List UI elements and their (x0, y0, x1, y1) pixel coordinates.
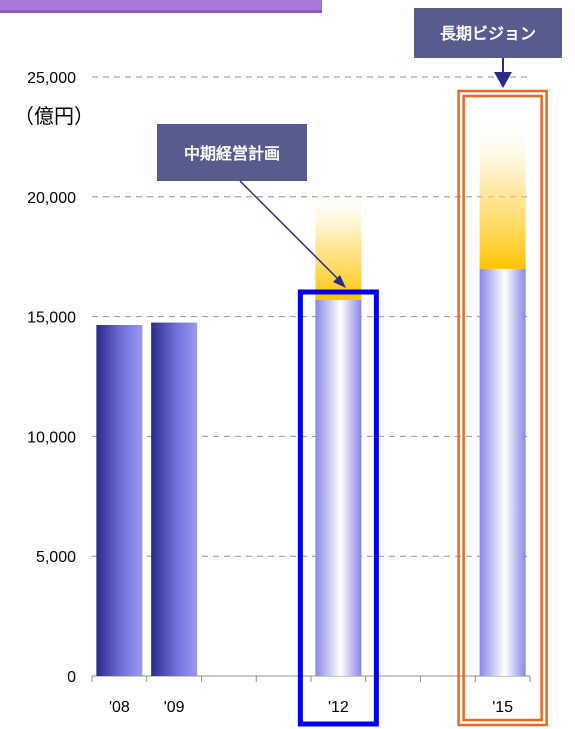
bars (96, 112, 526, 676)
y-tick-label: 20,000 (27, 190, 76, 207)
x-tick-label: '12 (328, 699, 349, 716)
mid-term-plan-box (297, 289, 379, 727)
long-term-vision-box (457, 89, 548, 727)
long-term-vision-callout: 長期ビジョン (414, 8, 562, 88)
y-tick-label: 5,000 (36, 549, 76, 566)
x-axis-ticks: '08 '09 '12 '15 (91, 676, 531, 716)
actual-bar (96, 324, 143, 676)
long-term-vision-box-outer (457, 89, 548, 727)
y-axis-ticks: 0 5,000 10,000 15,000 20,000 25,000 (27, 70, 76, 686)
callout-arrow-icon (494, 72, 512, 88)
y-tick-label: 15,000 (27, 310, 76, 327)
x-tick-label: '09 (164, 699, 185, 716)
x-tick-label: '15 (492, 699, 513, 716)
mid-term-plan-callout-text: 中期経営計画 (184, 144, 280, 163)
header-strip (0, 0, 322, 13)
long-term-vision-box-inner (462, 94, 543, 722)
target-level-marker (315, 293, 362, 300)
unit-label: （億円） (14, 105, 94, 128)
y-tick-label: 0 (67, 669, 76, 686)
callout-arrow-icon (333, 275, 346, 288)
mid-term-plan-callout-bg (157, 124, 307, 181)
plan-bar (315, 299, 362, 676)
plan-bar (479, 268, 526, 676)
actual-bar (151, 322, 198, 676)
y-tick-label: 25,000 (27, 70, 76, 87)
x-tick-label: '08 (109, 699, 130, 716)
y-tick-label: 10,000 (27, 429, 76, 446)
header-strip-shadow (0, 10, 322, 13)
target-level-marker (479, 262, 526, 269)
target-extension (479, 112, 526, 269)
mid-term-plan-callout: 中期経営計画 (157, 124, 346, 288)
long-term-vision-callout-bg (414, 8, 562, 58)
callout-arrow-icon (239, 180, 341, 282)
long-term-vision-callout-text: 長期ビジョン (440, 24, 536, 43)
